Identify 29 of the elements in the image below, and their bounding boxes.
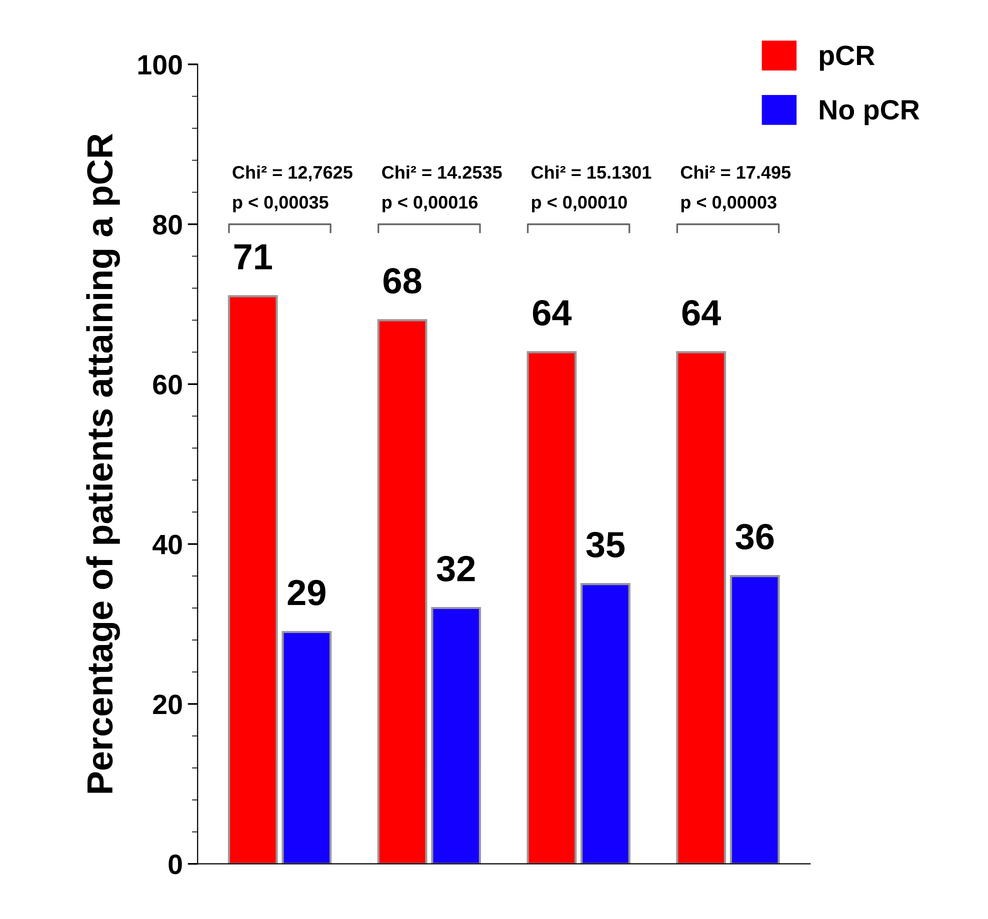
bar: [730, 574, 780, 864]
annotation: Chi² = 15.1301 p < 0,00010: [532, 165, 652, 212]
bar: [282, 630, 332, 864]
y-tick-label: 100: [138, 55, 182, 75]
data-label: 64: [682, 300, 721, 326]
bar: [580, 582, 630, 864]
y-tick-label: 40: [152, 534, 182, 554]
y-axis-title: Percentage of patients attaining a pCR: [86, 134, 120, 793]
bar: [676, 351, 726, 864]
data-label: 36: [736, 524, 774, 550]
y-tick-label: 0: [168, 854, 182, 874]
data-label: 32: [436, 556, 475, 582]
bar: [228, 295, 278, 864]
annotation: Chi² = 17.495 p < 0,00003: [680, 165, 791, 212]
legend-label: pCR: [820, 46, 875, 71]
data-label: 71: [234, 244, 272, 270]
bar: [526, 351, 577, 864]
y-tick-label: 20: [153, 694, 182, 714]
bar: [377, 319, 428, 864]
annotation: Chi² = 14.2535 p < 0,00016: [382, 165, 502, 212]
y-tick-label: 80: [153, 214, 182, 235]
data-label: 64: [532, 300, 572, 326]
bar: [431, 606, 482, 864]
legend-label: No pCR: [820, 100, 920, 126]
data-label: 29: [288, 580, 326, 606]
y-tick-label: 60: [153, 374, 182, 394]
data-label: 35: [586, 532, 625, 558]
annotation: Chi² = 12,7625 p < 0,00035: [232, 165, 352, 212]
data-label: 68: [384, 268, 422, 294]
